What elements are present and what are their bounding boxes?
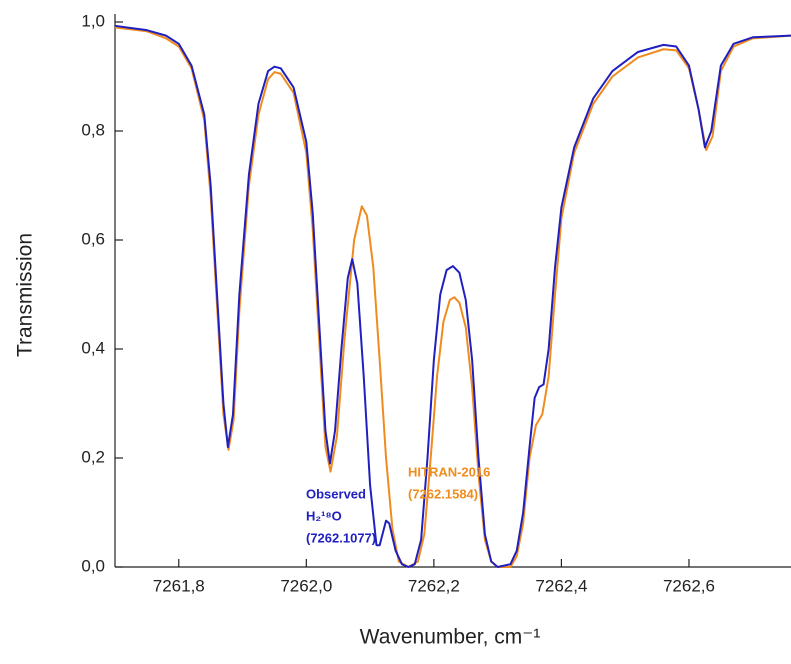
y-tick-label: 1,0 [81, 11, 105, 30]
y-axis-title: Transmission [14, 233, 37, 357]
annotation: HITRAN-2016 [408, 464, 490, 479]
x-tick-label: 7262,6 [663, 576, 715, 595]
x-tick-label: 7262,0 [280, 576, 332, 595]
y-tick-label: 0,2 [81, 447, 105, 466]
x-tick-label: 7262,2 [408, 576, 460, 595]
series-line [114, 26, 791, 568]
y-tick-label: 0,6 [81, 229, 105, 248]
x-tick-label: 7262,4 [535, 576, 587, 595]
annotation: Observed [306, 486, 366, 501]
y-tick-label: 0,4 [81, 338, 105, 357]
annotation: H₂¹⁸O [306, 508, 342, 523]
x-axis-title: Wavenumber, cm⁻¹ [360, 626, 541, 649]
annotation: (7262.1077) [306, 530, 376, 545]
annotation: (7262.1584) [408, 486, 478, 501]
y-tick-label: 0,0 [81, 556, 105, 575]
series-line [114, 24, 791, 568]
y-tick-label: 0,8 [81, 120, 105, 139]
x-tick-label: 7261,8 [153, 576, 205, 595]
